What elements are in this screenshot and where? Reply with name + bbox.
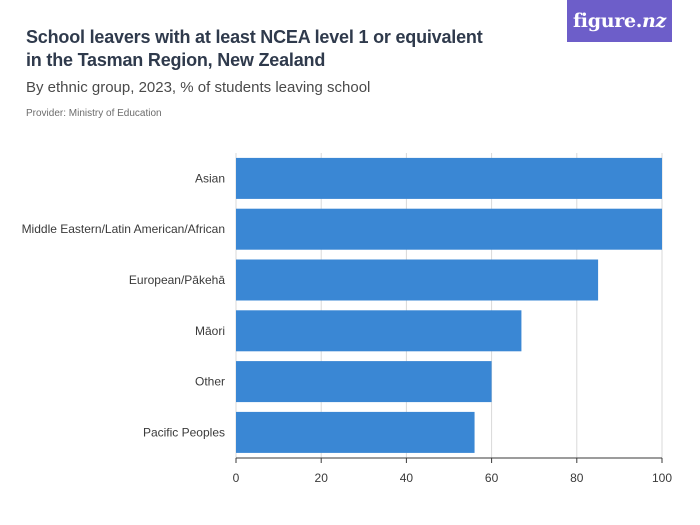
category-label: European/Pākehā [129, 273, 225, 287]
bars [236, 157, 662, 453]
bar[interactable] [236, 361, 492, 403]
category-label: Middle Eastern/Latin American/African [22, 222, 225, 236]
x-tick-label: 80 [570, 471, 584, 485]
x-tick-label: 20 [315, 471, 329, 485]
category-labels: Asian Middle Eastern/Latin American/Afric… [22, 171, 226, 439]
bar[interactable] [236, 157, 662, 199]
x-tick-label: 40 [400, 471, 414, 485]
logo-text-nz: nz [642, 10, 667, 32]
bar[interactable] [236, 259, 599, 301]
bar[interactable] [236, 310, 522, 352]
x-tick-label: 60 [485, 471, 499, 485]
x-axis: 0 20 40 60 80 100 [233, 457, 672, 485]
x-tick-label: 0 [233, 471, 240, 485]
figure-nz-logo[interactable]: figure. nz [567, 0, 672, 42]
chart-subtitle: By ethnic group, 2023, % of students lea… [26, 79, 371, 96]
bar[interactable] [236, 208, 662, 250]
category-label: Māori [195, 324, 225, 338]
data-provider: Provider: Ministry of Education [26, 108, 162, 119]
logo-text-main: figure. [572, 10, 643, 32]
chart-title: School leavers with at least NCEA level … [26, 27, 483, 70]
gridlines [235, 153, 663, 458]
x-tick-label: 100 [652, 471, 672, 485]
category-label: Asian [195, 171, 225, 185]
bar[interactable] [236, 411, 475, 453]
category-label: Other [195, 375, 225, 389]
category-label: Pacific Peoples [143, 425, 225, 439]
